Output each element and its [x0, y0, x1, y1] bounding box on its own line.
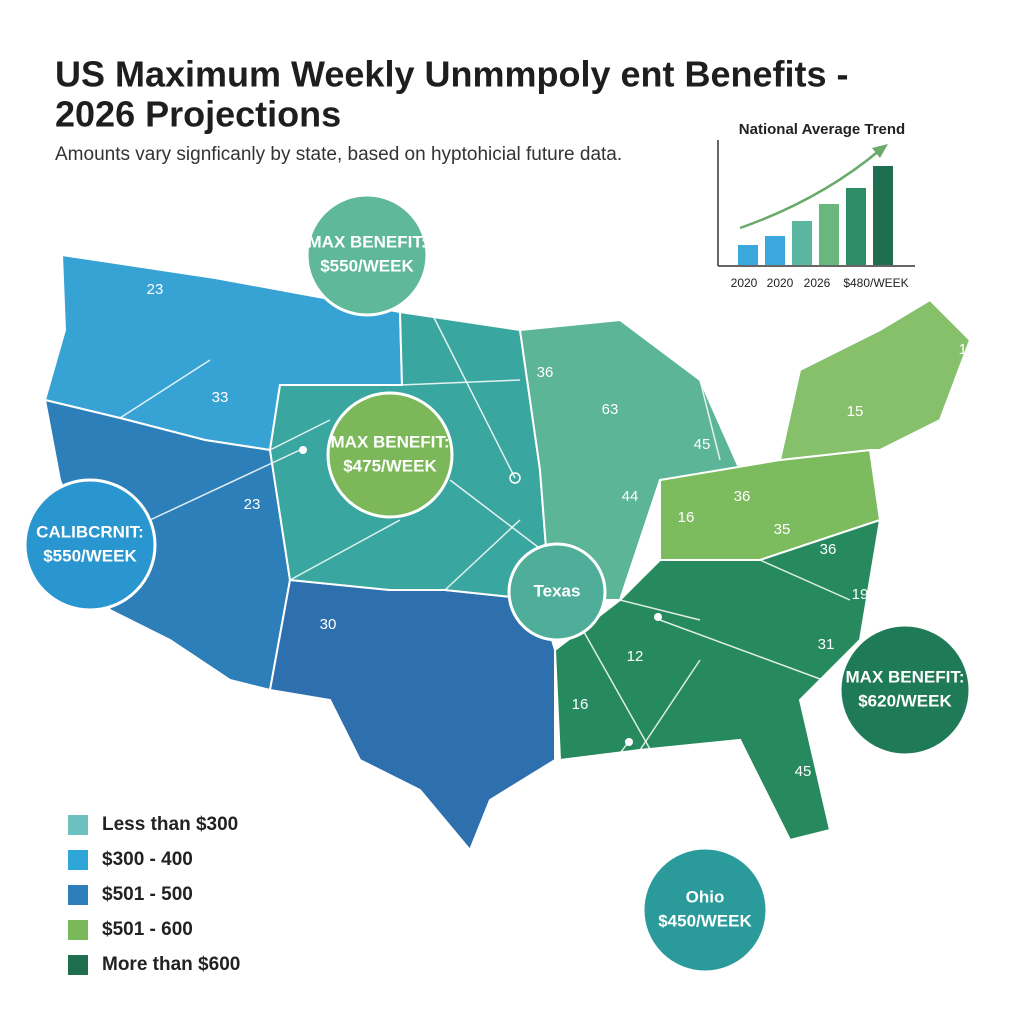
- callout-text: $620/WEEK: [858, 691, 952, 710]
- state-label: 16: [572, 696, 589, 713]
- state-label: 63: [602, 401, 619, 418]
- region: [778, 298, 972, 462]
- inset-bar: [738, 245, 758, 265]
- legend-swatch: [68, 920, 88, 940]
- state-border: [119, 359, 851, 751]
- state-label: 23: [244, 496, 261, 513]
- state-label: 16: [678, 509, 695, 526]
- state-label: 45: [795, 763, 812, 780]
- pin: [625, 738, 633, 746]
- state-label: 31: [818, 636, 835, 653]
- state-label: 44: [622, 488, 639, 505]
- callout-text: MAX BENEFIT:: [308, 232, 427, 251]
- inset-bar: [819, 204, 839, 265]
- state-label: 35: [774, 521, 791, 538]
- state-label: 45: [694, 436, 711, 453]
- legend-label: $501 - 600: [102, 919, 193, 940]
- legend-swatch: [68, 850, 88, 870]
- inset-bar: [873, 166, 893, 265]
- callout-text: $475/WEEK: [343, 456, 437, 475]
- state-label: 36: [537, 364, 554, 381]
- state-label: 16: [959, 341, 976, 358]
- trend-arrow-head: [872, 144, 888, 158]
- inset-axis-label: 2020: [767, 276, 794, 290]
- inset-axis-label: $480/WEEK: [843, 276, 908, 290]
- subtitle: Amounts vary signficanly by state, based…: [55, 144, 622, 165]
- legend-swatch: [68, 955, 88, 975]
- state-label: 19: [852, 586, 869, 603]
- callout-bubble: [641, 846, 769, 974]
- state-label: 30: [320, 616, 337, 633]
- callout-text: $450/WEEK: [658, 911, 752, 930]
- legend-swatch: [68, 885, 88, 905]
- trend-arrow: [739, 149, 881, 230]
- connector: [149, 289, 851, 821]
- legend-swatch: [68, 815, 88, 835]
- state-label: 12: [627, 648, 644, 665]
- inset-chart: National Average Trend 2020 2020 2026 $480/…: [717, 121, 915, 290]
- title-line: 2026 Projections: [55, 94, 341, 135]
- region: [268, 578, 556, 852]
- callout-bubble: [838, 623, 972, 757]
- inset-bar: [765, 236, 785, 265]
- inset-title: National Average Trend: [739, 121, 905, 138]
- callout-bubble: [326, 391, 454, 519]
- state-label: 33: [212, 389, 229, 406]
- state-label: 36: [734, 488, 751, 505]
- callout-text: MAX BENEFIT:: [331, 432, 450, 451]
- callout-text: $550/WEEK: [43, 546, 137, 565]
- title-line: US Maximum Weekly Unmmpoly ent Benefits …: [55, 54, 849, 95]
- callout-text: MAX BENEFIT:: [846, 667, 965, 686]
- callout-bubble: [23, 478, 157, 612]
- legend-label: $300 - 400: [102, 849, 193, 870]
- map: [43, 253, 972, 852]
- legend-label: More than $600: [102, 954, 240, 975]
- legend: Less than $300 $300 - 400 $501 - 500 $501 -…: [68, 814, 240, 975]
- legend-label: $501 - 500: [102, 884, 193, 905]
- inset-bar: [792, 221, 812, 265]
- inset-axis-label: 2020: [731, 276, 758, 290]
- state-label: 23: [147, 281, 164, 298]
- pin: [299, 446, 307, 454]
- callout-bubble: [507, 542, 607, 642]
- state-label: 15: [847, 403, 864, 420]
- inset-bar: [846, 188, 866, 265]
- callouts: MAX BENEFIT: $550/WEEK MAX BENEFIT: $475/WE…: [23, 193, 972, 974]
- callout-text: Ohio: [686, 887, 725, 906]
- pin: [654, 613, 662, 621]
- pin: [509, 472, 521, 484]
- legend-label: Less than $300: [102, 814, 238, 835]
- inset-axis-label: 2026: [804, 276, 831, 290]
- callout-bubble: [305, 193, 429, 317]
- state-label: 36: [820, 541, 837, 558]
- map-labels: 23 33 23 30 36 63 45 44 16 36 35 15 16 36 19 31 12 16 45: [147, 281, 976, 780]
- callout-text: Texas: [534, 581, 581, 600]
- callout-text: $550/WEEK: [320, 256, 414, 275]
- callout-text: CALIBCRNIT:: [36, 522, 144, 541]
